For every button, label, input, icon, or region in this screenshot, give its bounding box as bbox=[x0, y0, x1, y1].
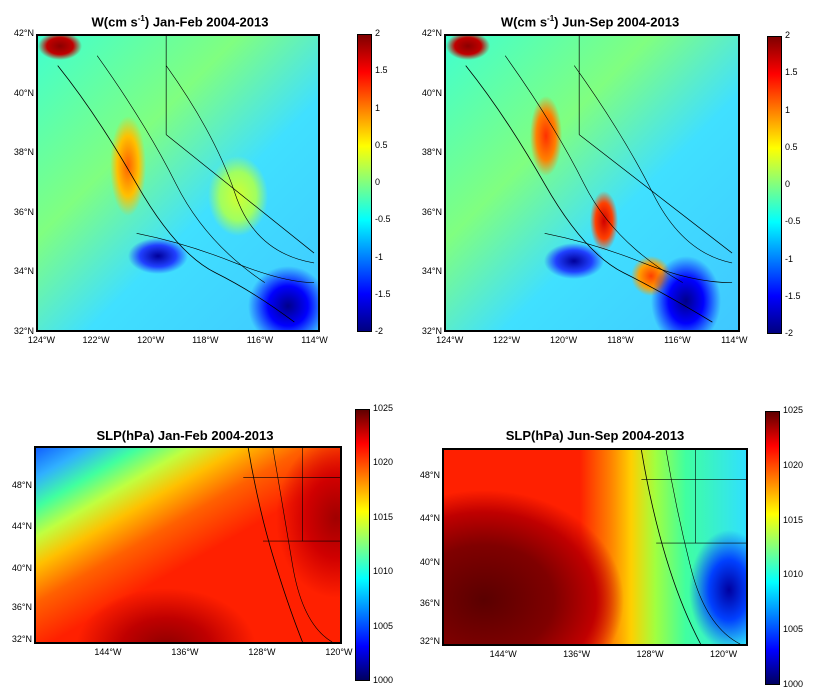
panel4-colorbar-tick: 1020 bbox=[783, 459, 804, 470]
panel3-xtick: 128°W bbox=[248, 647, 276, 657]
panel3-xtick: 136°W bbox=[171, 647, 199, 657]
panel1-title-post: ) Jan-Feb 2004-2013 bbox=[144, 14, 269, 30]
panel1-title-pre: W(cm s bbox=[91, 14, 138, 30]
panel2-map bbox=[444, 34, 740, 332]
panel2-colorbar-tick: -1.5 bbox=[785, 290, 801, 301]
panel2-title: W(cm s-1) Jun-Sep 2004-2013 bbox=[490, 14, 690, 29]
panel3-colorbar-tick: 1000 bbox=[373, 675, 394, 685]
panel1-xtick: 120°W bbox=[137, 335, 165, 345]
panel1-ytick: 38°N bbox=[13, 147, 34, 158]
panel3-colorbar bbox=[355, 409, 370, 681]
panel4-title: SLP(hPa) Jun-Sep 2004-2013 bbox=[505, 428, 685, 443]
panel1-xtick: 118°W bbox=[192, 335, 219, 345]
panel3-xtick: 144°W bbox=[94, 647, 122, 657]
panel2-colorbar-tick: 2 bbox=[785, 30, 791, 40]
panel2-ytick: 34°N bbox=[421, 266, 442, 277]
panel4-colorbar bbox=[765, 411, 780, 685]
panel3-ytick: 32°N bbox=[11, 634, 32, 645]
panel3-title: SLP(hPa) Jan-Feb 2004-2013 bbox=[96, 428, 274, 443]
panel1-colorbar-tick: 2 bbox=[375, 28, 381, 38]
panel4-contours bbox=[640, 450, 746, 644]
panel2-ytick: 42°N bbox=[421, 28, 442, 38]
panel4-xtick: 144°W bbox=[489, 649, 517, 659]
panel2-ytick: 38°N bbox=[421, 147, 442, 158]
panel1-ytick: 40°N bbox=[13, 87, 34, 98]
panel4-colorbar-tick: 1010 bbox=[783, 569, 804, 580]
panel1-xtick: 124°W bbox=[27, 335, 56, 345]
panel4-map bbox=[442, 448, 748, 646]
panel4-colorbar-tick: 1015 bbox=[783, 514, 804, 525]
panel2-xtick: 118°W bbox=[607, 335, 634, 345]
panel1-ytick: 36°N bbox=[13, 206, 34, 217]
panel2-colorbar-tick: -2 bbox=[785, 328, 794, 338]
panel2-xtick: 122°W bbox=[493, 335, 521, 345]
panel4-ytick: 32°N bbox=[419, 636, 440, 647]
panel1-colorbar-tick: -2 bbox=[375, 326, 384, 336]
panel2-colorbar-tick: 0.5 bbox=[785, 141, 798, 152]
panel2-contours bbox=[465, 36, 733, 323]
panel2-ytick: 40°N bbox=[421, 87, 442, 98]
panel3-ytick: 48°N bbox=[11, 479, 32, 490]
panel3-map bbox=[34, 446, 342, 644]
panel4-colorbar-tick: 1025 bbox=[783, 405, 804, 415]
panel3-ytick: 36°N bbox=[11, 602, 32, 613]
panel1-colorbar-tick: 1 bbox=[375, 102, 381, 113]
panel1-colorbar-tick: 0 bbox=[375, 177, 381, 187]
panel4-ytick: 40°N bbox=[419, 556, 440, 567]
panel4-colorbar-tick: 1000 bbox=[783, 679, 804, 689]
panel1-colorbar-tick: 0.5 bbox=[375, 139, 388, 150]
panel2-colorbar-tick: -1 bbox=[785, 253, 794, 264]
panel1-contours bbox=[57, 36, 315, 323]
panel4-xtick: 120°W bbox=[709, 649, 738, 659]
panel2-title-post: ) Jun-Sep 2004-2013 bbox=[554, 14, 680, 30]
panel1-map bbox=[36, 34, 320, 332]
panel1-title-sup: -1 bbox=[137, 14, 145, 23]
panel2-ytick: 32°N bbox=[421, 326, 442, 336]
panel1-ytick: 34°N bbox=[13, 266, 34, 277]
panel3-xtick: 120°W bbox=[325, 647, 353, 657]
panel2-xtick: 124°W bbox=[436, 335, 464, 345]
panel2-title-sup: -1 bbox=[547, 14, 555, 23]
panel3-ytick: 40°N bbox=[11, 562, 32, 573]
panel2-xtick: 114°W bbox=[721, 335, 748, 345]
panel3-colorbar-tick: 1020 bbox=[373, 457, 394, 468]
panel1-colorbar-tick: -0.5 bbox=[375, 214, 391, 225]
panel4-xtick: 136°W bbox=[563, 649, 591, 659]
panel3-ytick: 44°N bbox=[11, 521, 32, 532]
panel1-colorbar bbox=[357, 34, 372, 332]
panel1-xtick: 122°W bbox=[82, 335, 110, 345]
panel3-contours bbox=[243, 448, 340, 642]
panel3-colorbar-tick: 1005 bbox=[373, 620, 394, 631]
panel2-colorbar-tick: 0 bbox=[785, 179, 791, 189]
panel2-colorbar bbox=[767, 36, 782, 334]
panel2-title-pre: W(cm s bbox=[500, 14, 548, 30]
panel2-colorbar-tick: 1.5 bbox=[785, 67, 798, 78]
panel4-xtick: 128°W bbox=[636, 649, 664, 659]
panel1-ytick: 42°N bbox=[13, 28, 34, 38]
panel1-title: W(cm s-1) Jan-Feb 2004-2013 bbox=[80, 14, 280, 29]
panel2-xtick: 120°W bbox=[549, 335, 578, 345]
panel4-ytick: 48°N bbox=[419, 469, 440, 480]
panel2-xtick: 116°W bbox=[664, 335, 691, 345]
panel2-colorbar-tick: -0.5 bbox=[785, 216, 801, 227]
panel2-colorbar-tick: 1 bbox=[785, 104, 791, 115]
panel3-colorbar-tick: 1025 bbox=[373, 403, 394, 413]
panel4-ytick: 36°N bbox=[419, 598, 440, 609]
panel1-colorbar-tick: -1 bbox=[375, 251, 384, 262]
panel4-ytick: 44°N bbox=[419, 513, 440, 524]
panel1-colorbar-tick: 1.5 bbox=[375, 65, 388, 76]
panel3-colorbar-tick: 1010 bbox=[373, 566, 394, 577]
panel1-xtick: 114°W bbox=[301, 335, 328, 345]
panel3-colorbar-tick: 1015 bbox=[373, 511, 394, 522]
panel2-ytick: 36°N bbox=[421, 206, 442, 217]
panel4-colorbar-tick: 1005 bbox=[783, 624, 804, 635]
panel1-xtick: 116°W bbox=[246, 335, 274, 345]
panel1-ytick: 32°N bbox=[13, 326, 34, 336]
panel1-colorbar-tick: -1.5 bbox=[375, 288, 391, 299]
